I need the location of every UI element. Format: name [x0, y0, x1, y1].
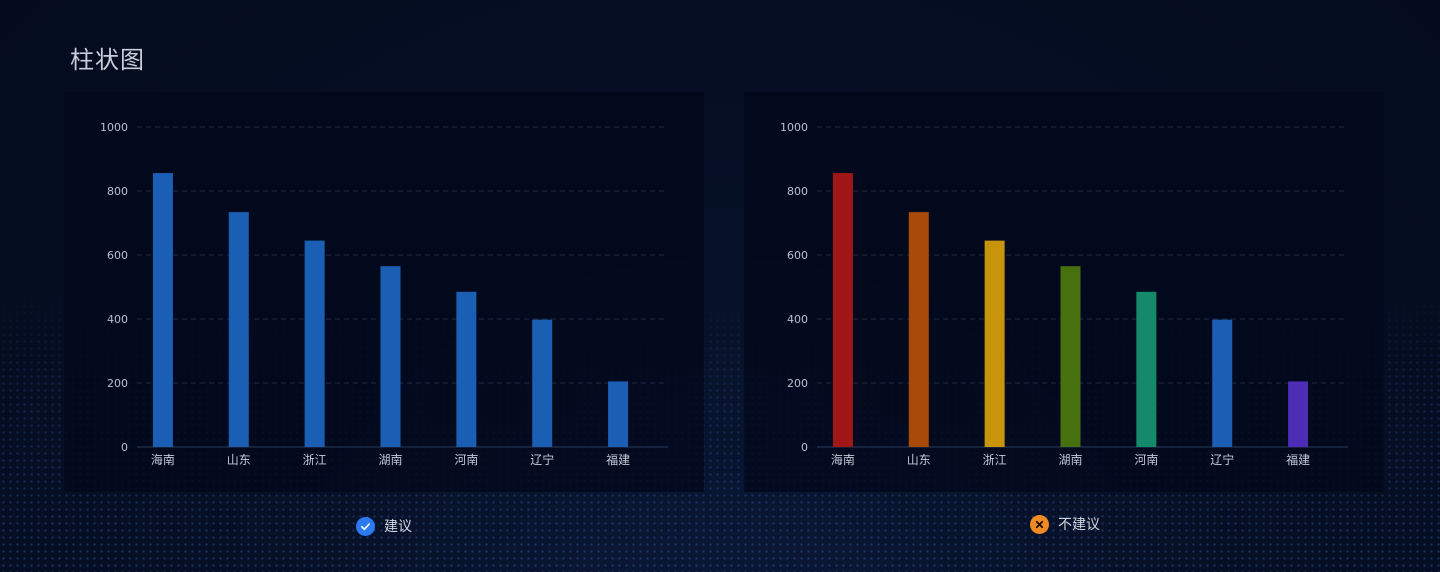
bar: [532, 319, 553, 447]
bar: [1212, 319, 1233, 447]
x-tick-label: 海南: [831, 452, 855, 467]
x-tick-label: 福建: [1286, 452, 1310, 467]
check-circle-icon: [356, 516, 375, 536]
bar: [228, 212, 249, 447]
bar: [152, 173, 173, 447]
x-tick-label: 浙江: [983, 453, 1007, 467]
caption-not-recommended-label: 不建议: [1058, 517, 1100, 533]
y-tick-label: 1000: [780, 121, 808, 134]
caption-recommended: 建议: [356, 516, 412, 536]
bar: [832, 173, 853, 447]
y-tick-label: 600: [787, 249, 808, 262]
x-tick-label: 辽宁: [530, 452, 554, 467]
bar: [456, 291, 477, 447]
bar: [304, 240, 325, 447]
y-tick-label: 800: [787, 185, 808, 198]
bar: [608, 381, 629, 447]
page-title: 柱状图: [70, 46, 145, 74]
y-tick-label: 200: [787, 377, 808, 390]
bar-chart-not-recommended: 0 200 400 600 800 1000 海南 山东 浙江 湖南 河南 辽宁 福建: [780, 121, 1348, 467]
x-tick-label: 山东: [227, 453, 251, 467]
x-tick-label: 浙江: [303, 453, 327, 467]
bar: [1060, 266, 1081, 447]
close-circle-icon: [1030, 514, 1049, 534]
y-tick-label: 400: [107, 313, 128, 326]
y-tick-label: 0: [801, 441, 808, 454]
y-tick-label: 600: [107, 249, 128, 262]
bar: [1288, 381, 1309, 447]
x-tick-label: 河南: [454, 452, 478, 467]
x-tick-label: 河南: [1134, 452, 1158, 467]
y-tick-label: 800: [107, 185, 128, 198]
x-tick-label: 福建: [606, 452, 630, 467]
bar: [1136, 291, 1157, 447]
y-tick-label: 400: [787, 313, 808, 326]
y-tick-label: 200: [107, 377, 128, 390]
bar: [984, 240, 1005, 447]
x-tick-label: 山东: [907, 453, 931, 467]
bar: [908, 212, 929, 447]
x-tick-label: 湖南: [378, 452, 402, 467]
x-tick-label: 湖南: [1058, 452, 1082, 467]
bar: [380, 266, 401, 447]
y-tick-label: 1000: [100, 121, 128, 134]
x-tick-label: 海南: [151, 452, 175, 467]
y-tick-label: 0: [121, 441, 128, 454]
chart-panel-recommended: 0 200 400 600 800 1000 海南 山东 浙江 湖南 河南 辽宁 福建: [64, 92, 704, 492]
caption-not-recommended: 不建议: [1030, 514, 1100, 534]
x-tick-label: 辽宁: [1210, 452, 1234, 467]
chart-panel-not-recommended: 0 200 400 600 800 1000 海南 山东 浙江 湖南 河南 辽宁 福建: [744, 92, 1384, 492]
caption-recommended-label: 建议: [384, 519, 412, 535]
bar-chart-recommended: 0 200 400 600 800 1000 海南 山东 浙江 湖南 河南 辽宁 福建: [100, 121, 668, 467]
